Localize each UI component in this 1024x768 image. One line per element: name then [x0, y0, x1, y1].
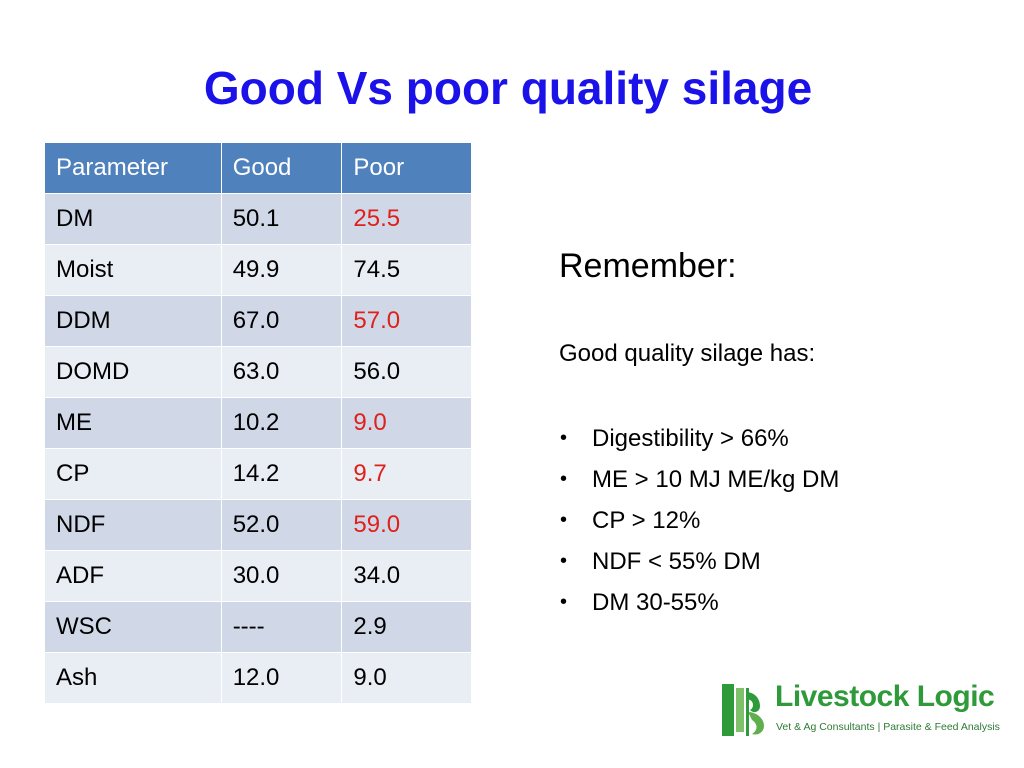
cell-poor: 25.5	[341, 193, 472, 245]
header-good: Good	[220, 142, 343, 194]
criteria-text: DM 30-55%	[592, 589, 719, 616]
cell-parameter: WSC	[44, 601, 222, 653]
bullet-icon: •	[560, 509, 568, 531]
cell-good: ----	[220, 601, 343, 653]
table-row: DDM 67.0 57.0	[44, 295, 472, 347]
slide-title: Good Vs poor quality silage	[203, 62, 813, 114]
cell-good: 30.0	[220, 550, 343, 602]
remember-heading: Remember:	[559, 247, 737, 285]
criteria-item: • DM 30-55%	[559, 582, 839, 623]
cell-parameter: Moist	[44, 244, 222, 296]
table-row: ADF 30.0 34.0	[44, 550, 472, 602]
cell-good: 12.0	[220, 652, 343, 704]
cell-parameter: DDM	[44, 295, 222, 347]
cell-parameter: Ash	[44, 652, 222, 704]
criteria-item: • ME > 10 MJ ME/kg DM	[559, 459, 839, 500]
cell-good: 10.2	[220, 397, 343, 449]
table-row: DOMD 63.0 56.0	[44, 346, 472, 398]
bullet-icon: •	[560, 591, 568, 613]
table-row: ME 10.2 9.0	[44, 397, 472, 449]
cell-poor: 57.0	[341, 295, 472, 347]
cell-poor: 9.7	[341, 448, 472, 500]
header-poor: Poor	[341, 142, 472, 194]
bullet-icon: •	[560, 427, 568, 449]
cell-parameter: DM	[44, 193, 222, 245]
cell-poor: 74.5	[341, 244, 472, 296]
logo-tagline: Vet & Ag Consultants | Parasite & Feed A…	[776, 721, 1000, 733]
table-header-row: Parameter Good Poor	[44, 142, 472, 194]
criteria-text: ME > 10 MJ ME/kg DM	[592, 466, 840, 493]
criteria-list: • Digestibility > 66% • ME > 10 MJ ME/kg DM…	[559, 418, 839, 623]
criteria-text: NDF < 55% DM	[592, 548, 761, 575]
cell-poor: 9.0	[341, 397, 472, 449]
cell-good: 50.1	[220, 193, 343, 245]
bullet-icon: •	[560, 550, 568, 572]
cell-parameter: ADF	[44, 550, 222, 602]
cell-good: 49.9	[220, 244, 343, 296]
remember-intro: Good quality silage has:	[559, 340, 816, 367]
table-row: DM 50.1 25.5	[44, 193, 472, 245]
cell-parameter: NDF	[44, 499, 222, 551]
cell-good: 14.2	[220, 448, 343, 500]
criteria-text: CP > 12%	[592, 507, 701, 534]
cell-parameter: DOMD	[44, 346, 222, 398]
cell-good: 63.0	[220, 346, 343, 398]
cell-parameter: ME	[44, 397, 222, 449]
criteria-item: • CP > 12%	[559, 500, 839, 541]
cell-poor: 9.0	[341, 652, 472, 704]
cell-poor: 34.0	[341, 550, 472, 602]
livestock-logic-logo: Livestock Logic Vet & Ag Consultants | P…	[718, 678, 1000, 740]
silage-comparison-table: Parameter Good Poor DM 50.1 25.5 Moist 49.9 7…	[44, 142, 472, 704]
logo-name: Livestock Logic	[775, 680, 995, 713]
criteria-item: • Digestibility > 66%	[559, 418, 839, 459]
table-row: Moist 49.9 74.5	[44, 244, 472, 296]
criteria-text: Digestibility > 66%	[592, 425, 789, 452]
criteria-item: • NDF < 55% DM	[559, 541, 839, 582]
cell-poor: 59.0	[341, 499, 472, 551]
table-row: NDF 52.0 59.0	[44, 499, 472, 551]
cell-parameter: CP	[44, 448, 222, 500]
cell-good: 67.0	[220, 295, 343, 347]
table-row: WSC ---- 2.9	[44, 601, 472, 653]
table-row: CP 14.2 9.7	[44, 448, 472, 500]
cell-poor: 56.0	[341, 346, 472, 398]
cell-good: 52.0	[220, 499, 343, 551]
logo-mark-icon	[720, 682, 770, 738]
cell-poor: 2.9	[341, 601, 472, 653]
header-parameter: Parameter	[44, 142, 222, 194]
bullet-icon: •	[560, 468, 568, 490]
table-row: Ash 12.0 9.0	[44, 652, 472, 704]
